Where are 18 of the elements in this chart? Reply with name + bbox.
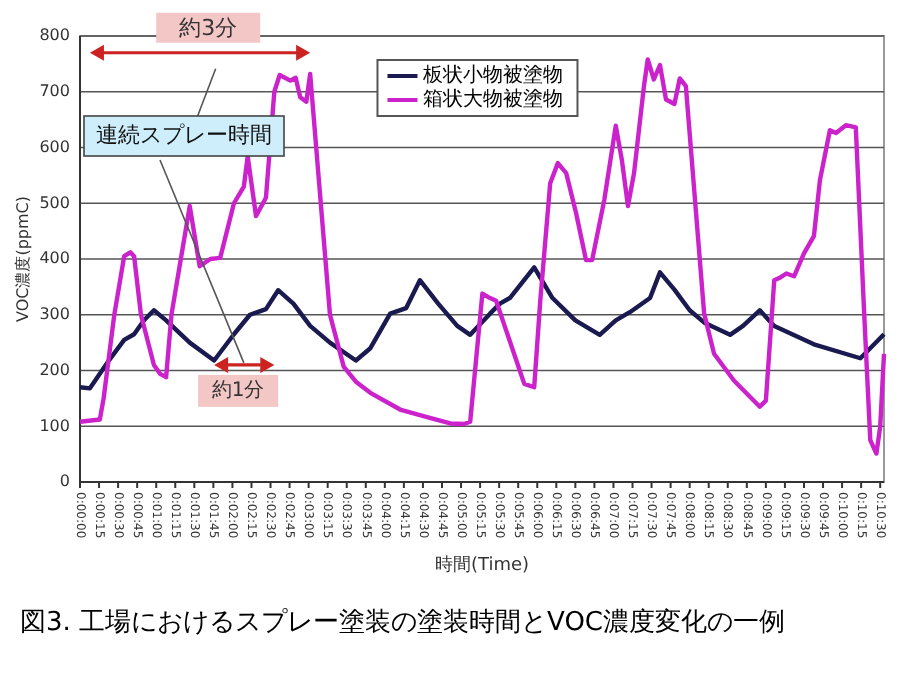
y-tick-label: 200	[39, 360, 70, 379]
y-tick-label: 600	[39, 137, 70, 156]
annotation: 連続スプレー時間	[96, 122, 272, 149]
y-tick-label: 0	[59, 472, 70, 491]
line-series	[77, 57, 887, 456]
y-tick-label: 400	[39, 249, 70, 268]
y-tick-label: 500	[39, 193, 70, 212]
annotation: 約3分	[179, 14, 238, 41]
x-axis-title: 時間(Time)	[434, 554, 530, 576]
y-axis-title: VOC濃度(ppmC)	[14, 196, 33, 322]
y-tick-label: 700	[39, 82, 70, 101]
text: 図3. 工場におけるスプレー塗装の塗装時間とVOC濃度変化の一例	[20, 606, 786, 638]
y-tick-label: 100	[39, 416, 70, 435]
y-tick-label: 800	[39, 26, 70, 45]
y-tick-label: 300	[39, 305, 70, 324]
legend-label: 板状小物被塗物	[421, 63, 564, 88]
annotation: 約1分	[211, 378, 265, 403]
legend-label: 箱状大物被塗物	[423, 87, 564, 112]
